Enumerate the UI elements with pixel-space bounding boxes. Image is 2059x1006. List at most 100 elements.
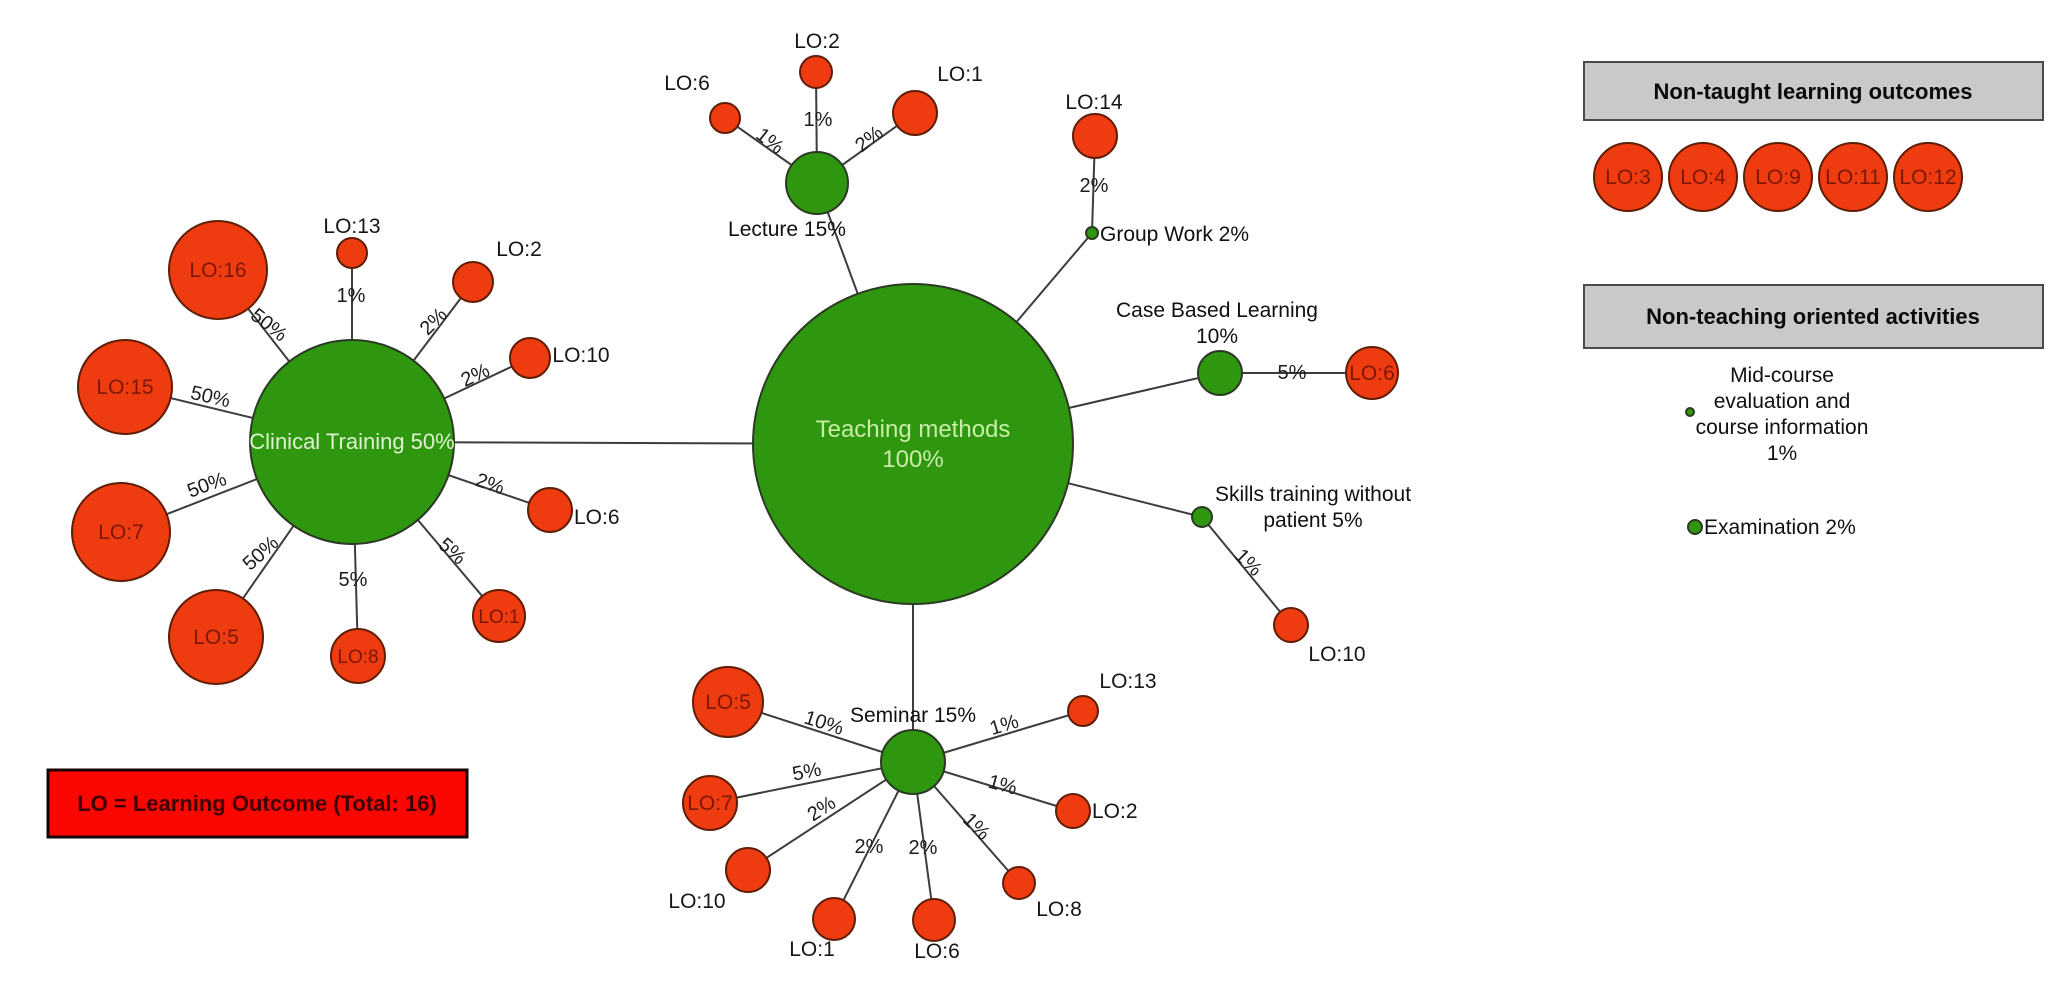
legend-box [46, 768, 469, 839]
seminar-label: Seminar 15% [850, 704, 976, 727]
legend: LO = Learning Outcome (Total: 16) [46, 768, 469, 839]
lecture-label: Lecture 15% [728, 218, 846, 241]
skills-lo10-pct: 1% [1230, 545, 1266, 581]
clinical-lo1-label: LO:1 [478, 607, 519, 628]
legend-text: LO = Learning Outcome (Total: 16) [77, 791, 437, 816]
outcome-labels: LO:6 LO:2 LO:1 LO:14 LO:6 LO:10 LO:16 LO… [96, 30, 1394, 963]
clinical-lo1-pct: 5% [434, 534, 470, 570]
node-seminar-lo8 [1002, 866, 1036, 900]
non-taught-header-box [1583, 61, 2044, 121]
node-casebased-lo6 [1345, 346, 1399, 400]
seminar-lo2-pct: 1% [986, 771, 1020, 800]
mid-course-line2: evaluation and [1714, 390, 1851, 413]
clinical-lo8-label: LO:8 [337, 647, 378, 668]
clinical-lo7-label: LO:7 [98, 521, 144, 544]
examination-label: Examination 2% [1704, 516, 1856, 539]
group-work-label: Group Work 2% [1100, 223, 1249, 246]
node-clinical-lo7 [71, 482, 171, 582]
lecture-lo6-pct: 1% [752, 124, 788, 159]
clinical-lo15-label: LO:15 [96, 376, 153, 399]
node-case-based-learning [1197, 350, 1243, 396]
non-taught-lo3-label: LO:3 [1605, 166, 1651, 189]
node-skills-training [1191, 506, 1213, 528]
node-clinical-lo2 [452, 261, 494, 303]
seminar-lo1-pct: 2% [855, 836, 884, 858]
examination-dot [1687, 519, 1703, 535]
casebased-lo6-label: LO:6 [1349, 362, 1395, 385]
non-taught-lo11 [1818, 142, 1888, 212]
node-clinical-lo8 [330, 628, 386, 684]
non-taught-lo11-label: LO:11 [1825, 166, 1881, 189]
lecture-lo1-pct: 2% [851, 122, 887, 157]
non-teaching-header-text: Non-teaching oriented activities [1646, 304, 1980, 329]
non-taught-lo9 [1743, 142, 1813, 212]
edge-seminar-lo7 [709, 761, 914, 804]
lecture-lo2-pct: 1% [804, 109, 833, 131]
seminar-lo5-label: LO:5 [705, 691, 751, 714]
clinical-lo16-pct: 50% [246, 304, 291, 346]
node-clinical-lo1 [472, 589, 526, 643]
seminar-lo6-label: LO:6 [914, 940, 960, 963]
seminar-lo13-label: LO:13 [1099, 670, 1156, 693]
mid-course-line3: course information [1696, 416, 1869, 439]
clinical-lo10-label: LO:10 [552, 344, 609, 367]
clinical-lo8-pct: 5% [339, 569, 368, 591]
seminar-lo5-pct: 10% [801, 707, 846, 740]
mid-course-line1: Mid-course [1730, 364, 1834, 387]
non-teaching-panel: Non-teaching oriented activities Mid-cou… [1583, 284, 2044, 539]
clinical-lo7-pct: 50% [184, 468, 229, 502]
node-clinical-lo6 [527, 487, 573, 533]
node-groupwork-lo14 [1072, 113, 1118, 159]
non-taught-panel: Non-taught learning outcomes LO:3 LO:4 L… [1583, 61, 2044, 212]
node-seminar-lo7 [682, 775, 738, 831]
seminar-lo8-label: LO:8 [1036, 898, 1082, 921]
node-seminar-lo2 [1055, 793, 1091, 829]
node-seminar-lo5 [692, 666, 764, 738]
seminar-lo8-pct: 1% [958, 809, 994, 845]
node-clinical-lo15 [77, 339, 173, 435]
case-based-label-line2: 10% [1196, 325, 1238, 348]
non-taught-lo3 [1593, 142, 1663, 212]
non-taught-lo12-label: LO:12 [1899, 166, 1956, 189]
clinical-lo13-label: LO:13 [323, 215, 380, 238]
clinical-lo5-pct: 50% [239, 532, 284, 575]
skills-label-line2: patient 5% [1263, 509, 1362, 532]
teaching-methods-label-line1: Teaching methods [816, 416, 1011, 443]
node-teaching-methods [752, 283, 1074, 605]
node-group-work [1085, 226, 1099, 240]
lecture-lo2-label: LO:2 [794, 30, 840, 53]
node-clinical-lo13 [336, 237, 368, 269]
seminar-lo7-pct: 5% [791, 759, 824, 786]
mid-course-line4: 1% [1767, 442, 1797, 465]
non-taught-header-text: Non-taught learning outcomes [1654, 79, 1973, 104]
nodes [71, 55, 1399, 942]
seminar-lo2-label: LO:2 [1092, 800, 1138, 823]
node-seminar-lo13 [1067, 695, 1099, 727]
node-lecture-lo1 [892, 90, 938, 136]
seminar-lo6-pct: 2% [909, 837, 938, 859]
seminar-lo10-label: LO:10 [668, 890, 725, 913]
seminar-lo13-pct: 1% [987, 710, 1021, 740]
casebased-lo6-pct: 5% [1278, 362, 1307, 384]
node-lecture [785, 151, 849, 215]
clinical-lo2-label: LO:2 [496, 238, 542, 261]
clinical-lo10-pct: 2% [458, 359, 494, 391]
non-taught-lo4-label: LO:4 [1680, 166, 1726, 189]
case-based-label-line1: Case Based Learning [1116, 299, 1318, 322]
node-clinical-lo10 [509, 337, 551, 379]
node-labels: Teaching methods 100% Clinical Training … [249, 218, 1411, 727]
clinical-lo2-pct: 2% [416, 304, 452, 340]
mid-course-dot [1685, 407, 1695, 417]
node-seminar [880, 729, 946, 795]
node-seminar-lo1 [812, 897, 856, 941]
skills-label-line1: Skills training without [1215, 483, 1411, 506]
non-taught-lo9-label: LO:9 [1755, 166, 1801, 189]
groupwork-lo14-pct: 2% [1080, 175, 1109, 197]
non-taught-lo12 [1893, 142, 1963, 212]
non-taught-lo4 [1668, 142, 1738, 212]
node-skills-lo10 [1273, 607, 1309, 643]
clinical-lo6-label: LO:6 [574, 506, 620, 529]
seminar-lo7-label: LO:7 [687, 792, 733, 815]
